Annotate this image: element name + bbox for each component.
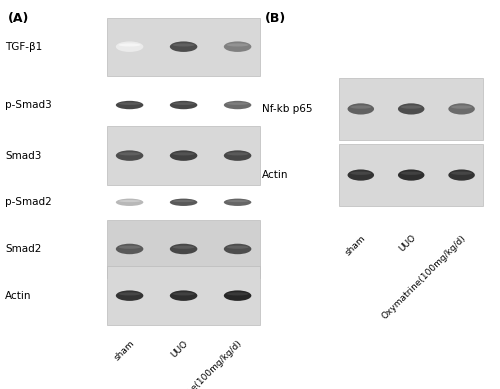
Ellipse shape [448, 170, 475, 180]
Ellipse shape [118, 292, 141, 296]
Ellipse shape [224, 42, 252, 52]
Ellipse shape [226, 200, 248, 202]
Ellipse shape [116, 244, 143, 254]
Text: p-Smad3: p-Smad3 [6, 100, 52, 110]
Ellipse shape [451, 105, 472, 109]
FancyBboxPatch shape [339, 78, 484, 140]
Ellipse shape [348, 170, 374, 180]
Ellipse shape [226, 245, 248, 249]
Ellipse shape [118, 102, 141, 105]
FancyBboxPatch shape [107, 18, 260, 76]
Text: Actin: Actin [6, 291, 32, 301]
Ellipse shape [118, 152, 141, 156]
Ellipse shape [348, 103, 374, 114]
Ellipse shape [116, 151, 143, 161]
Ellipse shape [116, 290, 143, 301]
Text: sham: sham [112, 338, 136, 362]
FancyBboxPatch shape [107, 220, 260, 278]
Text: Smad2: Smad2 [6, 244, 42, 254]
Ellipse shape [224, 101, 252, 109]
Ellipse shape [118, 43, 141, 47]
Ellipse shape [172, 245, 195, 249]
Ellipse shape [226, 102, 248, 105]
FancyBboxPatch shape [339, 144, 484, 206]
Ellipse shape [172, 43, 195, 47]
Ellipse shape [224, 199, 252, 206]
Ellipse shape [226, 43, 248, 47]
Text: Nf-kb p65: Nf-kb p65 [262, 104, 313, 114]
Text: Smad3: Smad3 [6, 151, 42, 161]
Ellipse shape [400, 172, 422, 175]
Ellipse shape [170, 42, 198, 52]
Text: Oxymatrine(100mg/kg/d): Oxymatrine(100mg/kg/d) [380, 233, 468, 321]
Ellipse shape [350, 105, 372, 109]
Ellipse shape [170, 290, 198, 301]
Ellipse shape [172, 200, 195, 202]
Ellipse shape [116, 101, 143, 109]
Ellipse shape [448, 103, 475, 114]
Text: Oxymatrine(100mg/kg/d): Oxymatrine(100mg/kg/d) [156, 338, 244, 389]
Ellipse shape [224, 290, 252, 301]
Ellipse shape [224, 244, 252, 254]
Text: UUO: UUO [170, 338, 190, 359]
Ellipse shape [118, 200, 141, 202]
FancyBboxPatch shape [107, 126, 260, 185]
Ellipse shape [118, 245, 141, 249]
Ellipse shape [116, 199, 143, 206]
Ellipse shape [170, 151, 198, 161]
Text: UUO: UUO [397, 233, 417, 254]
Ellipse shape [350, 172, 372, 175]
Ellipse shape [172, 102, 195, 105]
Ellipse shape [170, 244, 198, 254]
Ellipse shape [226, 292, 248, 296]
Text: (B): (B) [265, 12, 286, 25]
Ellipse shape [398, 170, 424, 180]
Ellipse shape [398, 103, 424, 114]
Ellipse shape [226, 152, 248, 156]
FancyBboxPatch shape [107, 266, 260, 325]
Ellipse shape [116, 42, 143, 52]
Ellipse shape [400, 105, 422, 109]
Ellipse shape [170, 199, 198, 206]
Ellipse shape [451, 172, 472, 175]
Ellipse shape [172, 292, 195, 296]
Ellipse shape [224, 151, 252, 161]
Text: sham: sham [344, 233, 367, 257]
Text: p-Smad2: p-Smad2 [6, 197, 52, 207]
Text: Actin: Actin [262, 170, 289, 180]
Ellipse shape [172, 152, 195, 156]
Text: (A): (A) [8, 12, 30, 25]
Ellipse shape [170, 101, 198, 109]
Text: TGF-β1: TGF-β1 [6, 42, 43, 52]
